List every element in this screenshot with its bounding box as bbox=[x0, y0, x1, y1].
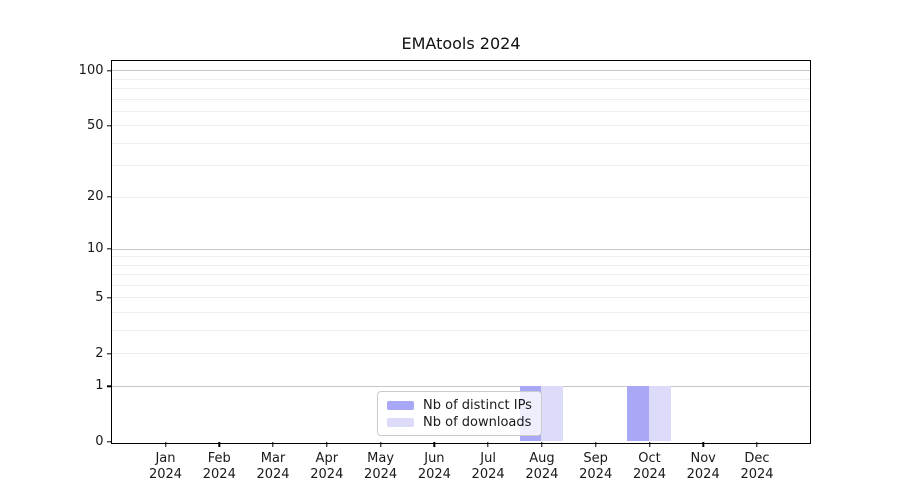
x-tick-mark-aug-2024 bbox=[541, 442, 543, 447]
bar-nb-of-downloads-aug-2024 bbox=[541, 385, 564, 442]
y-tick-mark-20 bbox=[106, 196, 111, 198]
y-tick-label-20: 20 bbox=[86, 189, 104, 205]
x-tick-label-aug-2024: Aug 2024 bbox=[525, 451, 559, 482]
x-tick-label-mar-2024: Mar 2024 bbox=[256, 451, 290, 482]
y-tick-mark-0 bbox=[106, 441, 111, 443]
x-tick-mark-dec-2024 bbox=[756, 442, 758, 447]
y-minor-gridline-70 bbox=[112, 98, 810, 100]
y-gridline-1 bbox=[112, 385, 810, 387]
y-tick-label-50: 50 bbox=[86, 117, 104, 133]
y-minor-gridline-4 bbox=[112, 312, 810, 313]
y-tick-label-0: 0 bbox=[95, 434, 104, 450]
y-minor-gridline-6 bbox=[112, 285, 810, 286]
chart-title: EMAtools 2024 bbox=[401, 34, 521, 53]
x-tick-mark-oct-2024 bbox=[648, 442, 651, 447]
y-tick-mark-5 bbox=[106, 297, 111, 299]
y-minor-gridline-90 bbox=[112, 78, 810, 80]
legend: Nb of distinct IPs Nb of downloads bbox=[377, 391, 542, 436]
legend-entry-downloads: Nb of downloads bbox=[387, 414, 532, 430]
y-gridline-20 bbox=[112, 196, 810, 198]
x-tick-label-apr-2024: Apr 2024 bbox=[310, 451, 344, 482]
x-tick-label-jun-2024: Jun 2024 bbox=[417, 451, 451, 482]
y-tick-label-100: 100 bbox=[78, 62, 104, 78]
x-tick-mark-apr-2024 bbox=[326, 442, 328, 447]
y-tick-mark-1 bbox=[106, 385, 111, 387]
y-minor-gridline-30 bbox=[112, 165, 810, 167]
plot-area bbox=[111, 59, 811, 444]
legend-label-downloads: Nb of downloads bbox=[423, 414, 532, 430]
x-tick-mark-jan-2024 bbox=[164, 442, 167, 447]
x-tick-mark-jul-2024 bbox=[487, 442, 489, 447]
y-gridline-10 bbox=[112, 248, 810, 250]
y-minor-gridline-8 bbox=[112, 264, 810, 266]
y-tick-label-2: 2 bbox=[95, 345, 104, 361]
x-tick-label-jan-2024: Jan 2024 bbox=[148, 451, 183, 482]
legend-entry-distinct-ips: Nb of distinct IPs bbox=[387, 397, 532, 413]
x-tick-label-sep-2024: Sep 2024 bbox=[579, 451, 613, 482]
y-tick-mark-100 bbox=[106, 69, 111, 72]
y-gridline-5 bbox=[112, 297, 810, 299]
x-tick-label-jul-2024: Jul 2024 bbox=[471, 451, 505, 482]
bar-nb-of-distinct-ips-oct-2024 bbox=[627, 385, 649, 442]
x-tick-mark-sep-2024 bbox=[594, 442, 597, 447]
y-gridline-50 bbox=[112, 125, 810, 127]
x-tick-label-feb-2024: Feb 2024 bbox=[202, 451, 236, 482]
y-gridline-100 bbox=[112, 70, 810, 72]
bar-nb-of-downloads-oct-2024 bbox=[649, 385, 671, 442]
x-tick-mark-feb-2024 bbox=[218, 442, 220, 447]
y-tick-mark-2 bbox=[106, 352, 111, 355]
y-tick-label-1: 1 bbox=[95, 378, 104, 394]
x-tick-label-may-2024: May 2024 bbox=[364, 451, 398, 482]
legend-label-distinct-ips: Nb of distinct IPs bbox=[423, 397, 532, 413]
y-minor-gridline-3 bbox=[112, 330, 810, 331]
legend-swatch-distinct-ips bbox=[387, 400, 414, 410]
y-gridline-2 bbox=[112, 353, 810, 355]
y-minor-gridline-7 bbox=[112, 274, 810, 276]
x-tick-mark-nov-2024 bbox=[702, 442, 704, 447]
x-tick-label-dec-2024: Dec 2024 bbox=[740, 451, 774, 482]
y-tick-mark-10 bbox=[106, 248, 111, 250]
x-tick-mark-may-2024 bbox=[379, 442, 382, 447]
y-tick-mark-50 bbox=[106, 124, 111, 127]
y-minor-gridline-60 bbox=[112, 110, 810, 112]
x-tick-mark-jun-2024 bbox=[433, 442, 436, 447]
x-tick-mark-mar-2024 bbox=[272, 442, 274, 447]
y-minor-gridline-80 bbox=[112, 88, 810, 89]
x-tick-label-oct-2024: Oct 2024 bbox=[632, 451, 667, 482]
legend-swatch-downloads bbox=[387, 417, 414, 427]
y-tick-label-10: 10 bbox=[86, 241, 104, 257]
x-tick-label-nov-2024: Nov 2024 bbox=[686, 451, 720, 482]
y-minor-gridline-40 bbox=[112, 142, 810, 144]
y-tick-label-5: 5 bbox=[95, 290, 104, 306]
y-minor-gridline-9 bbox=[112, 256, 810, 258]
